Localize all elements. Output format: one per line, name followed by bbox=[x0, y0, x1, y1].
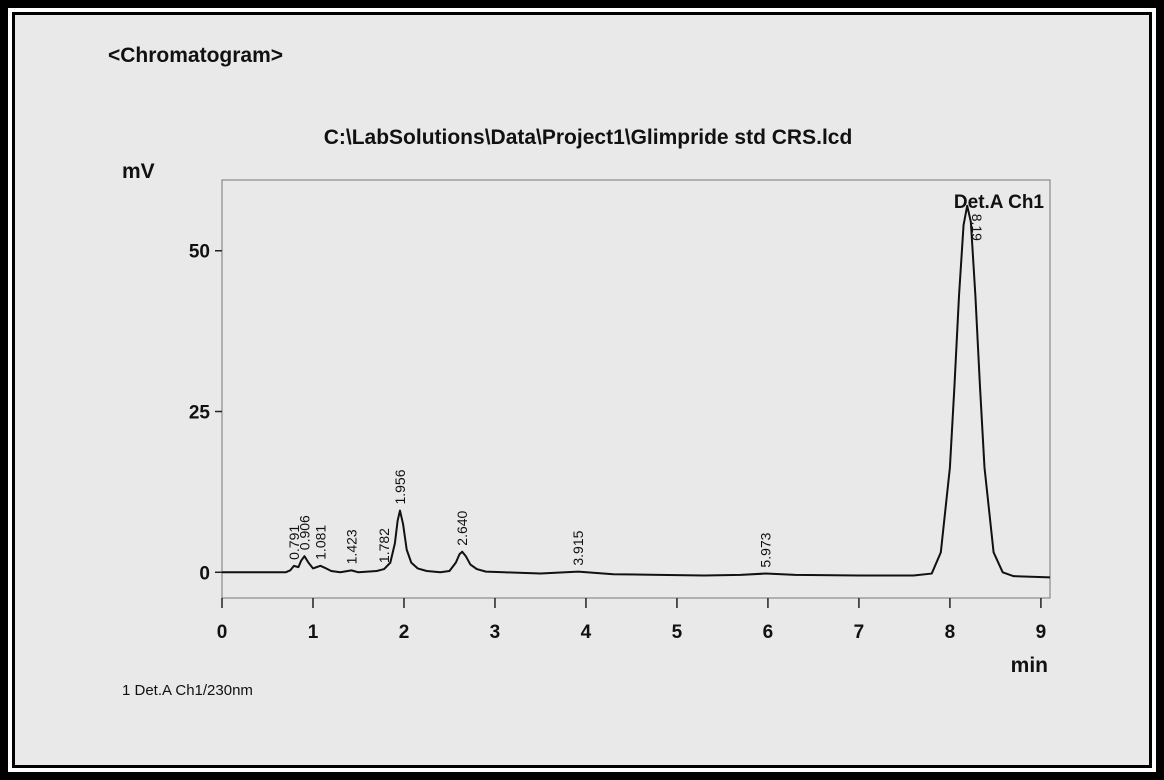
x-tick-label: 1 bbox=[308, 622, 319, 643]
paper bbox=[15, 15, 1149, 765]
x-tick-label: 2 bbox=[399, 622, 410, 643]
x-tick-label: 5 bbox=[672, 622, 683, 643]
peak-label: 2.640 bbox=[454, 510, 470, 545]
x-tick-label: 3 bbox=[490, 622, 501, 643]
x-tick-label: 4 bbox=[581, 622, 592, 643]
header: <Chromatogram> bbox=[108, 44, 283, 67]
peak-label: 1.423 bbox=[343, 529, 359, 564]
x-tick-label: 0 bbox=[217, 622, 228, 643]
peak-label: 8.19 bbox=[969, 214, 985, 241]
trace bbox=[222, 204, 1051, 579]
y-tick-label: 50 bbox=[189, 242, 210, 263]
y-axis-label: mV bbox=[122, 160, 155, 183]
x-axis-label: min bbox=[1011, 654, 1048, 677]
x-tick-label: 8 bbox=[945, 622, 956, 643]
peak-label: 1.956 bbox=[392, 469, 408, 504]
peak-label: 0.791 bbox=[286, 525, 302, 560]
peak-label: 0.906 bbox=[296, 515, 312, 550]
x-tick-label: 7 bbox=[854, 622, 865, 643]
peak-label: 1.081 bbox=[312, 525, 328, 560]
legend-label: Det.A Ch1 bbox=[954, 192, 1045, 213]
footnote: 1 Det.A Ch1/230nm bbox=[122, 682, 253, 699]
peak-label: 1.782 bbox=[376, 528, 392, 563]
chart-title: C:\LabSolutions\Data\Project1\Glimpride … bbox=[324, 126, 853, 149]
y-tick-label: 25 bbox=[189, 403, 211, 424]
y-tick-label: 0 bbox=[199, 563, 210, 584]
plot-frame bbox=[221, 179, 1051, 599]
peak-label: 5.973 bbox=[757, 532, 773, 567]
x-tick-label: 6 bbox=[763, 622, 774, 643]
x-tick-label: 9 bbox=[1036, 622, 1047, 643]
peak-label: 3.915 bbox=[570, 530, 586, 565]
